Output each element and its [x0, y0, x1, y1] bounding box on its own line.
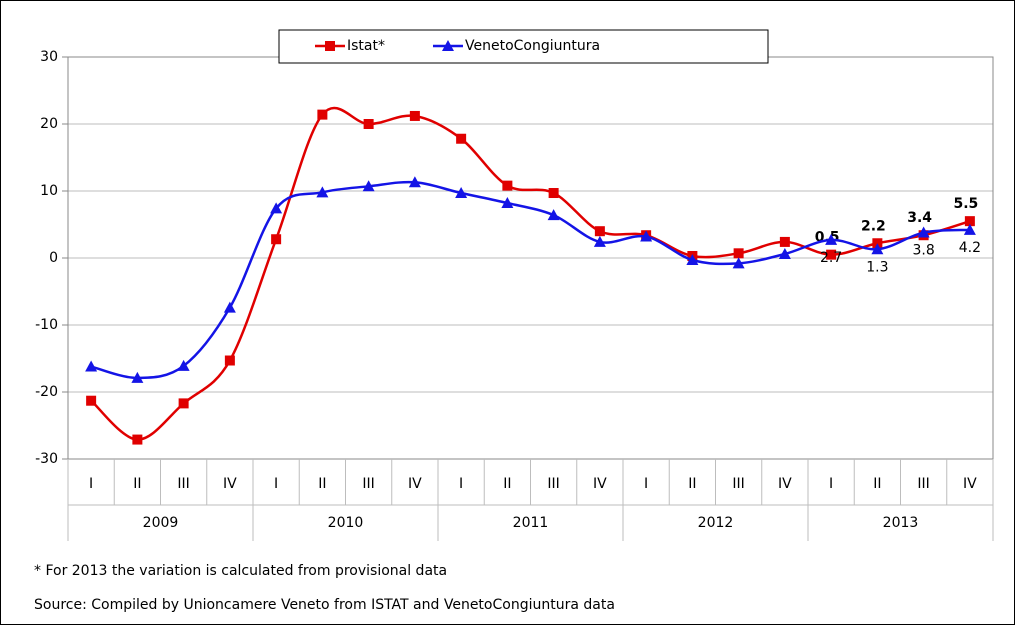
marker [964, 216, 975, 227]
x-tick-label: III [917, 476, 929, 492]
marker [547, 209, 560, 221]
data-label: 5.5 [953, 196, 978, 212]
marker [325, 41, 335, 51]
marker [363, 119, 374, 129]
data-label: 4.2 [959, 240, 981, 256]
x-tick-label: I [644, 476, 648, 492]
marker [778, 247, 791, 259]
x-tick-label: IV [408, 476, 422, 492]
marker [963, 223, 976, 235]
x-tick-label: I [274, 476, 278, 492]
x-tick-label: II [318, 476, 326, 492]
x-tick-label: II [503, 476, 511, 492]
y-tick-label: 20 [40, 116, 58, 132]
marker [131, 371, 144, 383]
marker [502, 180, 513, 191]
year-label: 2013 [883, 515, 919, 531]
x-tick-label: III [732, 476, 744, 492]
y-tick-label: 10 [40, 183, 58, 199]
marker [917, 226, 930, 238]
marker [779, 236, 790, 247]
x-tick-label: II [873, 476, 881, 492]
y-tick-label: 30 [40, 49, 58, 65]
marker [871, 243, 884, 255]
footnote: * For 2013 the variation is calculated f… [34, 563, 447, 579]
legend-box [278, 29, 769, 64]
marker [362, 180, 375, 192]
x-tick-label: III [362, 476, 374, 492]
x-tick-label: I [459, 476, 463, 492]
x-tick-label: I [829, 476, 833, 492]
marker [825, 233, 838, 245]
marker [548, 188, 559, 199]
marker [872, 238, 883, 249]
marker [223, 301, 236, 313]
marker [640, 230, 653, 242]
x-tick-label: IV [778, 476, 792, 492]
marker [224, 355, 235, 366]
marker [317, 109, 328, 120]
marker [177, 359, 190, 371]
legend-label: Istat* [347, 38, 385, 54]
year-label: 2012 [698, 515, 734, 531]
x-tick-label: II [688, 476, 696, 492]
x-tick-label: III [547, 476, 559, 492]
marker [85, 360, 98, 372]
marker [316, 186, 329, 198]
data-label: 2.2 [861, 218, 886, 234]
marker [455, 187, 468, 199]
marker [594, 226, 605, 237]
marker [132, 434, 143, 445]
marker [441, 40, 454, 51]
x-tick-label: I [89, 476, 93, 492]
marker [501, 197, 514, 209]
x-tick-label: IV [593, 476, 607, 492]
year-label: 2009 [143, 515, 179, 531]
marker [408, 176, 421, 188]
data-label: 2.7 [820, 250, 842, 266]
x-tick-label: IV [963, 476, 977, 492]
x-tick-label: III [177, 476, 189, 492]
x-tick-label: IV [223, 476, 237, 492]
y-tick-label: -30 [35, 451, 58, 467]
marker [826, 249, 837, 260]
marker [732, 257, 745, 269]
marker [270, 202, 283, 214]
marker [409, 110, 420, 121]
year-label: 2010 [328, 515, 364, 531]
data-label: 3.8 [912, 243, 934, 259]
marker [733, 248, 744, 259]
marker [271, 234, 282, 245]
y-tick-label: -10 [35, 317, 58, 333]
marker [178, 398, 189, 409]
source-note: Source: Compiled by Unioncamere Veneto f… [34, 597, 615, 613]
y-tick-label: 0 [49, 250, 58, 266]
y-tick-label: -20 [35, 384, 58, 400]
x-tick-label: II [133, 476, 141, 492]
marker [686, 254, 699, 266]
marker [456, 133, 467, 144]
data-label: 3.4 [907, 210, 932, 226]
year-label: 2011 [513, 515, 549, 531]
marker [86, 395, 97, 406]
marker [593, 235, 606, 247]
legend-label: VenetoCongiuntura [465, 38, 600, 54]
data-label: 1.3 [866, 259, 888, 275]
